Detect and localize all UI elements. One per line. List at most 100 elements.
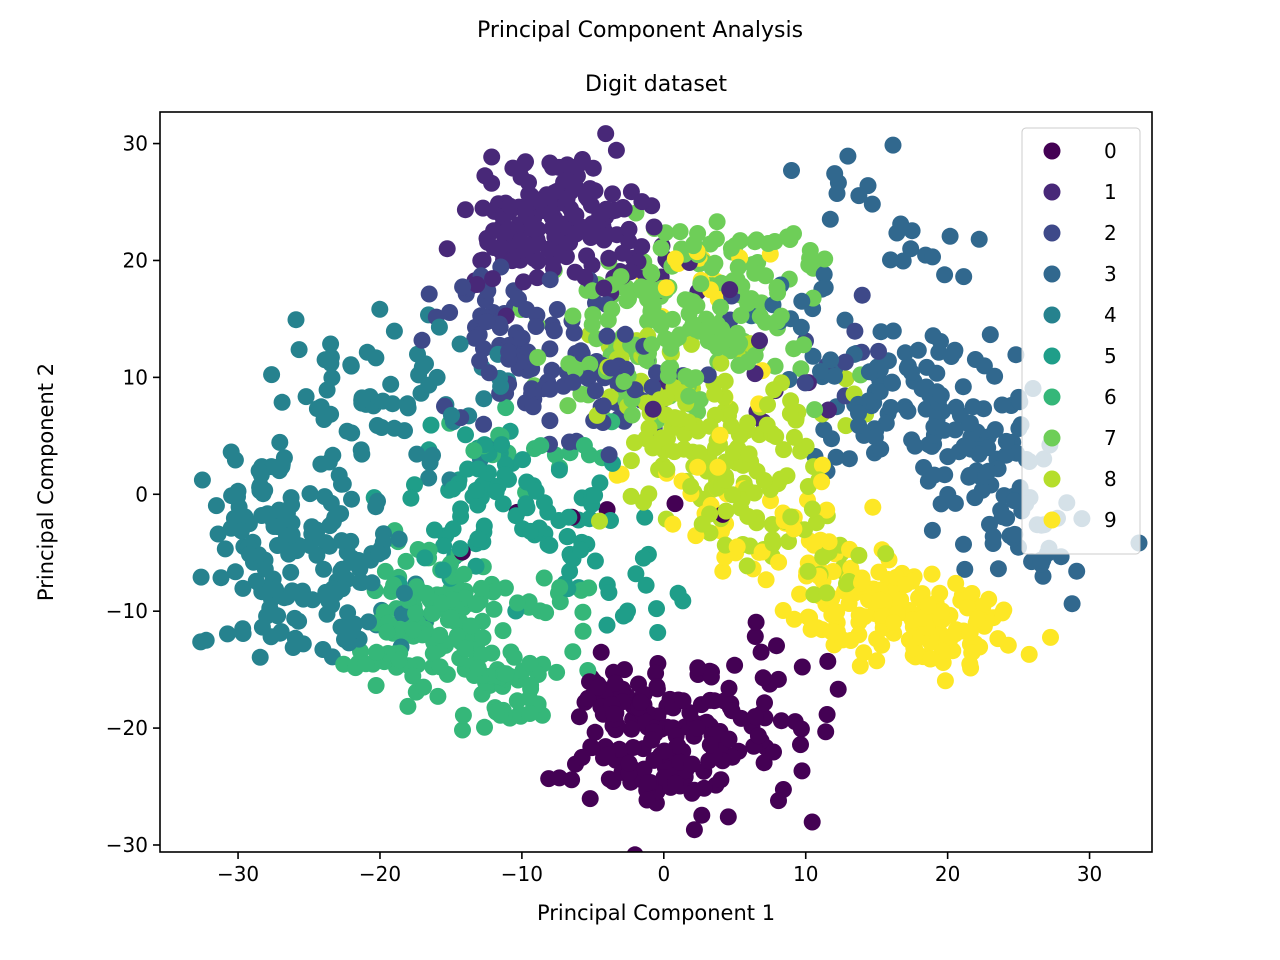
scatter-point bbox=[514, 451, 532, 469]
legend-marker-icon bbox=[1043, 265, 1061, 283]
scatter-point bbox=[707, 230, 725, 248]
scatter-point bbox=[785, 225, 802, 243]
scatter-point bbox=[371, 300, 389, 318]
legend-label: 5 bbox=[1104, 344, 1117, 368]
scatter-point bbox=[451, 335, 469, 353]
scatter-point bbox=[655, 742, 673, 760]
scatter-point bbox=[885, 614, 903, 631]
scatter-point bbox=[574, 603, 592, 621]
scatter-point bbox=[748, 231, 766, 249]
scatter-point bbox=[959, 599, 977, 617]
scatter-point bbox=[396, 422, 413, 440]
scatter-point bbox=[792, 360, 810, 378]
scatter-point bbox=[643, 297, 660, 315]
scatter-point bbox=[234, 625, 252, 642]
scatter-point bbox=[312, 455, 330, 473]
scatter-point bbox=[251, 648, 269, 666]
scatter-point bbox=[626, 846, 644, 852]
scatter-point bbox=[532, 437, 550, 455]
scatter-point bbox=[568, 158, 586, 176]
scatter-point bbox=[612, 268, 630, 286]
scatter-point bbox=[837, 417, 855, 435]
scatter-point bbox=[270, 462, 288, 480]
scatter-point bbox=[548, 301, 566, 318]
scatter-point bbox=[860, 363, 878, 381]
legend-entry: 6 bbox=[1043, 385, 1117, 409]
scatter-point bbox=[666, 409, 684, 427]
scatter-point bbox=[467, 557, 485, 575]
scatter-point bbox=[955, 268, 973, 286]
x-tick-label: 20 bbox=[935, 862, 960, 886]
scatter-point bbox=[647, 664, 665, 682]
scatter-point bbox=[997, 432, 1015, 450]
scatter-point bbox=[924, 248, 941, 266]
scatter-point bbox=[840, 450, 858, 468]
scatter-point bbox=[637, 351, 655, 369]
scatter-point bbox=[559, 397, 577, 415]
scatter-point bbox=[253, 507, 271, 524]
scatter-point bbox=[624, 739, 642, 756]
scatter-point bbox=[819, 652, 837, 670]
scatter-point bbox=[674, 692, 692, 710]
scatter-point bbox=[332, 505, 350, 523]
scatter-point bbox=[829, 680, 847, 698]
scatter-point bbox=[454, 278, 472, 296]
scatter-point bbox=[716, 372, 734, 390]
y-tick-label: 0 bbox=[135, 482, 148, 506]
scatter-point bbox=[550, 461, 568, 479]
scatter-point bbox=[638, 791, 656, 809]
scatter-point bbox=[424, 446, 441, 464]
scatter-point bbox=[995, 601, 1013, 619]
scatter-point bbox=[431, 626, 449, 644]
scatter-point bbox=[467, 596, 485, 614]
scatter-point bbox=[579, 369, 597, 387]
legend-marker-icon bbox=[1043, 511, 1061, 529]
legend-label: 9 bbox=[1104, 508, 1117, 532]
scatter-point bbox=[689, 659, 707, 677]
scatter-point bbox=[524, 398, 542, 416]
legend-box bbox=[1021, 127, 1141, 555]
scatter-point bbox=[373, 419, 391, 436]
scatter-point bbox=[501, 197, 519, 215]
scatter-point bbox=[667, 774, 684, 792]
scatter-point bbox=[541, 380, 559, 398]
scatter-point bbox=[597, 125, 615, 143]
scatter-point bbox=[936, 266, 954, 284]
scatter-point bbox=[717, 502, 735, 520]
scatter-point bbox=[494, 622, 512, 640]
scatter-point bbox=[518, 473, 536, 491]
scatter-point bbox=[462, 617, 480, 635]
scatter-point bbox=[785, 428, 803, 446]
scatter-point bbox=[903, 364, 920, 381]
scatter-point bbox=[551, 579, 569, 596]
scatter-point bbox=[652, 239, 670, 257]
scatter-point bbox=[814, 548, 832, 566]
scatter-point bbox=[721, 281, 739, 299]
scatter-point bbox=[207, 497, 225, 515]
scatter-point bbox=[192, 568, 210, 586]
scatter-point bbox=[469, 530, 487, 548]
scatter-point bbox=[527, 318, 545, 335]
x-tick-label: 0 bbox=[657, 862, 670, 886]
scatter-point bbox=[669, 584, 687, 602]
scatter-point bbox=[290, 341, 308, 359]
scatter-point bbox=[706, 254, 724, 272]
scatter-point bbox=[821, 210, 839, 228]
scatter-point bbox=[850, 546, 868, 564]
scatter-point bbox=[595, 279, 613, 297]
scatter-point bbox=[813, 473, 831, 491]
scatter-point bbox=[475, 415, 493, 433]
scatter-point bbox=[367, 498, 385, 516]
scatter-point bbox=[500, 343, 518, 361]
scatter-point bbox=[684, 237, 702, 255]
scatter-point bbox=[342, 356, 360, 374]
scatter-point bbox=[918, 358, 936, 376]
scatter-point bbox=[521, 522, 539, 540]
scatter-point bbox=[537, 604, 555, 622]
scatter-point bbox=[769, 670, 787, 688]
scatter-point bbox=[824, 563, 842, 580]
scatter-point bbox=[393, 605, 411, 623]
scatter-point bbox=[935, 421, 953, 439]
scatter-point bbox=[209, 525, 227, 543]
scatter-point bbox=[942, 348, 960, 365]
